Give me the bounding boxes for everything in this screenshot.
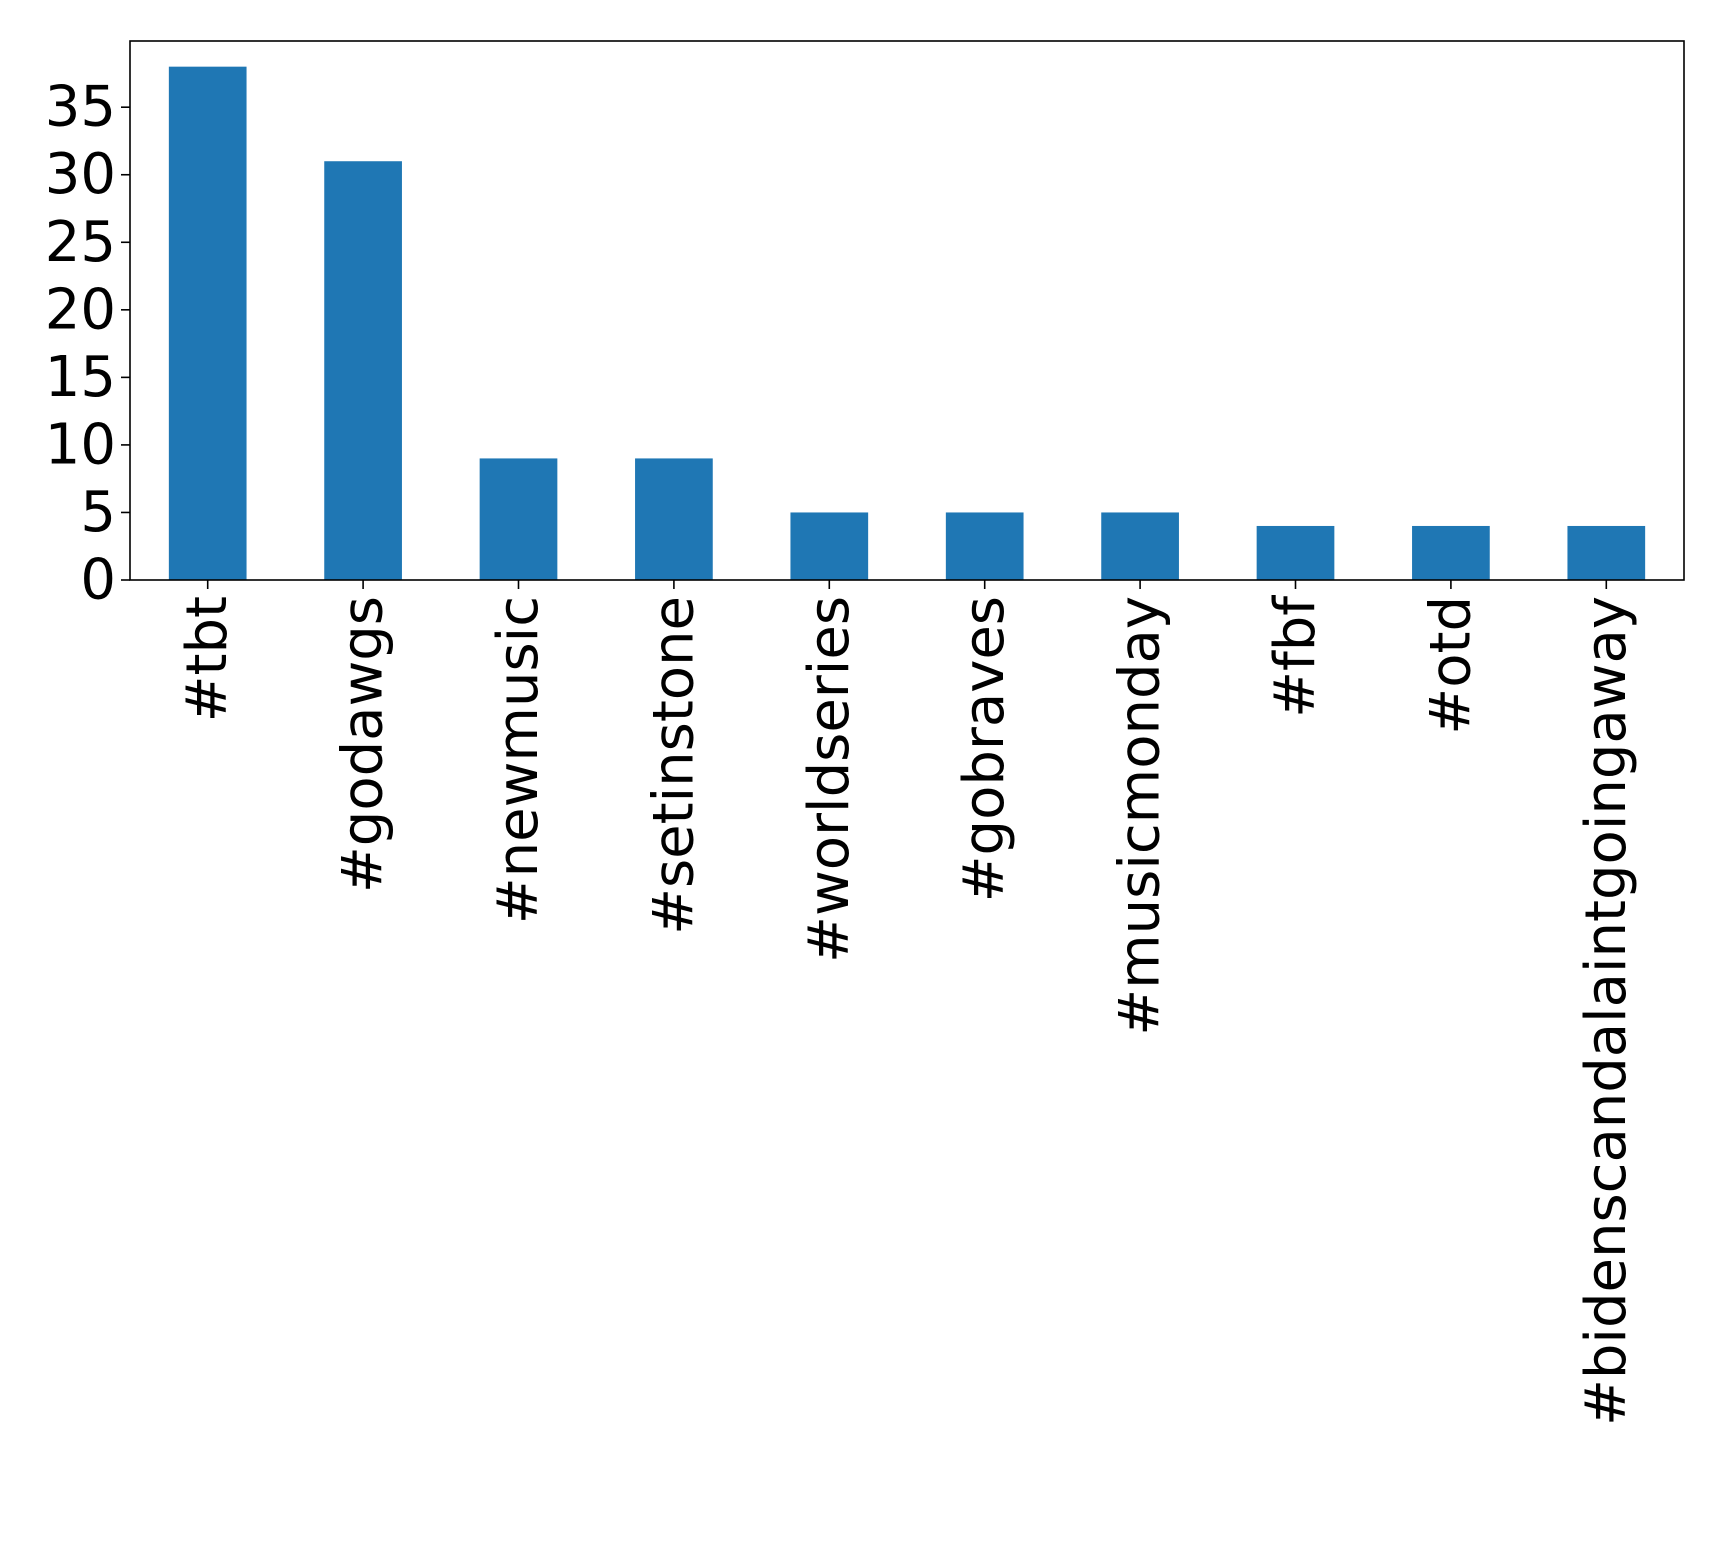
- x-tick-label: #fbf: [1263, 595, 1328, 718]
- bar-musicmonday: [1101, 512, 1179, 580]
- bar-worldseries: [790, 512, 869, 580]
- bar-gobraves: [945, 512, 1024, 580]
- y-tick-label: 0: [80, 548, 116, 613]
- bar-otd: [1412, 525, 1490, 580]
- axes-frame: [129, 40, 1685, 581]
- x-axis: #tbt #godawgs #newmusic #setinstone #worldse…: [175, 580, 1639, 1426]
- x-tick-label: #gobraves: [952, 596, 1017, 902]
- bars-layer: [168, 66, 1646, 580]
- y-tick-label: 20: [45, 277, 116, 342]
- bar-tbt: [168, 66, 247, 580]
- y-tick-label: 35: [45, 75, 116, 140]
- y-tick-label: 25: [45, 210, 116, 275]
- x-tick-label: #godawgs: [331, 596, 396, 893]
- y-tick-label: 15: [45, 345, 116, 410]
- x-tick-label: #newmusic: [486, 596, 551, 924]
- y-tick-label: 10: [45, 412, 116, 477]
- x-tick-label: #tbt: [175, 596, 240, 722]
- bar-newmusic: [479, 458, 558, 580]
- bar-fbf: [1256, 525, 1335, 580]
- x-tick-label: #otd: [1418, 596, 1483, 735]
- x-tick-label: #musicmonday: [1108, 596, 1173, 1036]
- y-tick-label: 30: [45, 142, 116, 207]
- x-tick-label: #worldseries: [797, 596, 862, 963]
- x-tick-label: #setinstone: [641, 596, 706, 935]
- y-tick-label: 5: [80, 480, 116, 545]
- x-tick-label: #bidenscandalaintgoingaway: [1574, 596, 1639, 1426]
- bar-bidenscandalaintgoingaway: [1567, 525, 1646, 580]
- bar-setinstone: [635, 458, 713, 580]
- bar-godawgs: [324, 161, 402, 580]
